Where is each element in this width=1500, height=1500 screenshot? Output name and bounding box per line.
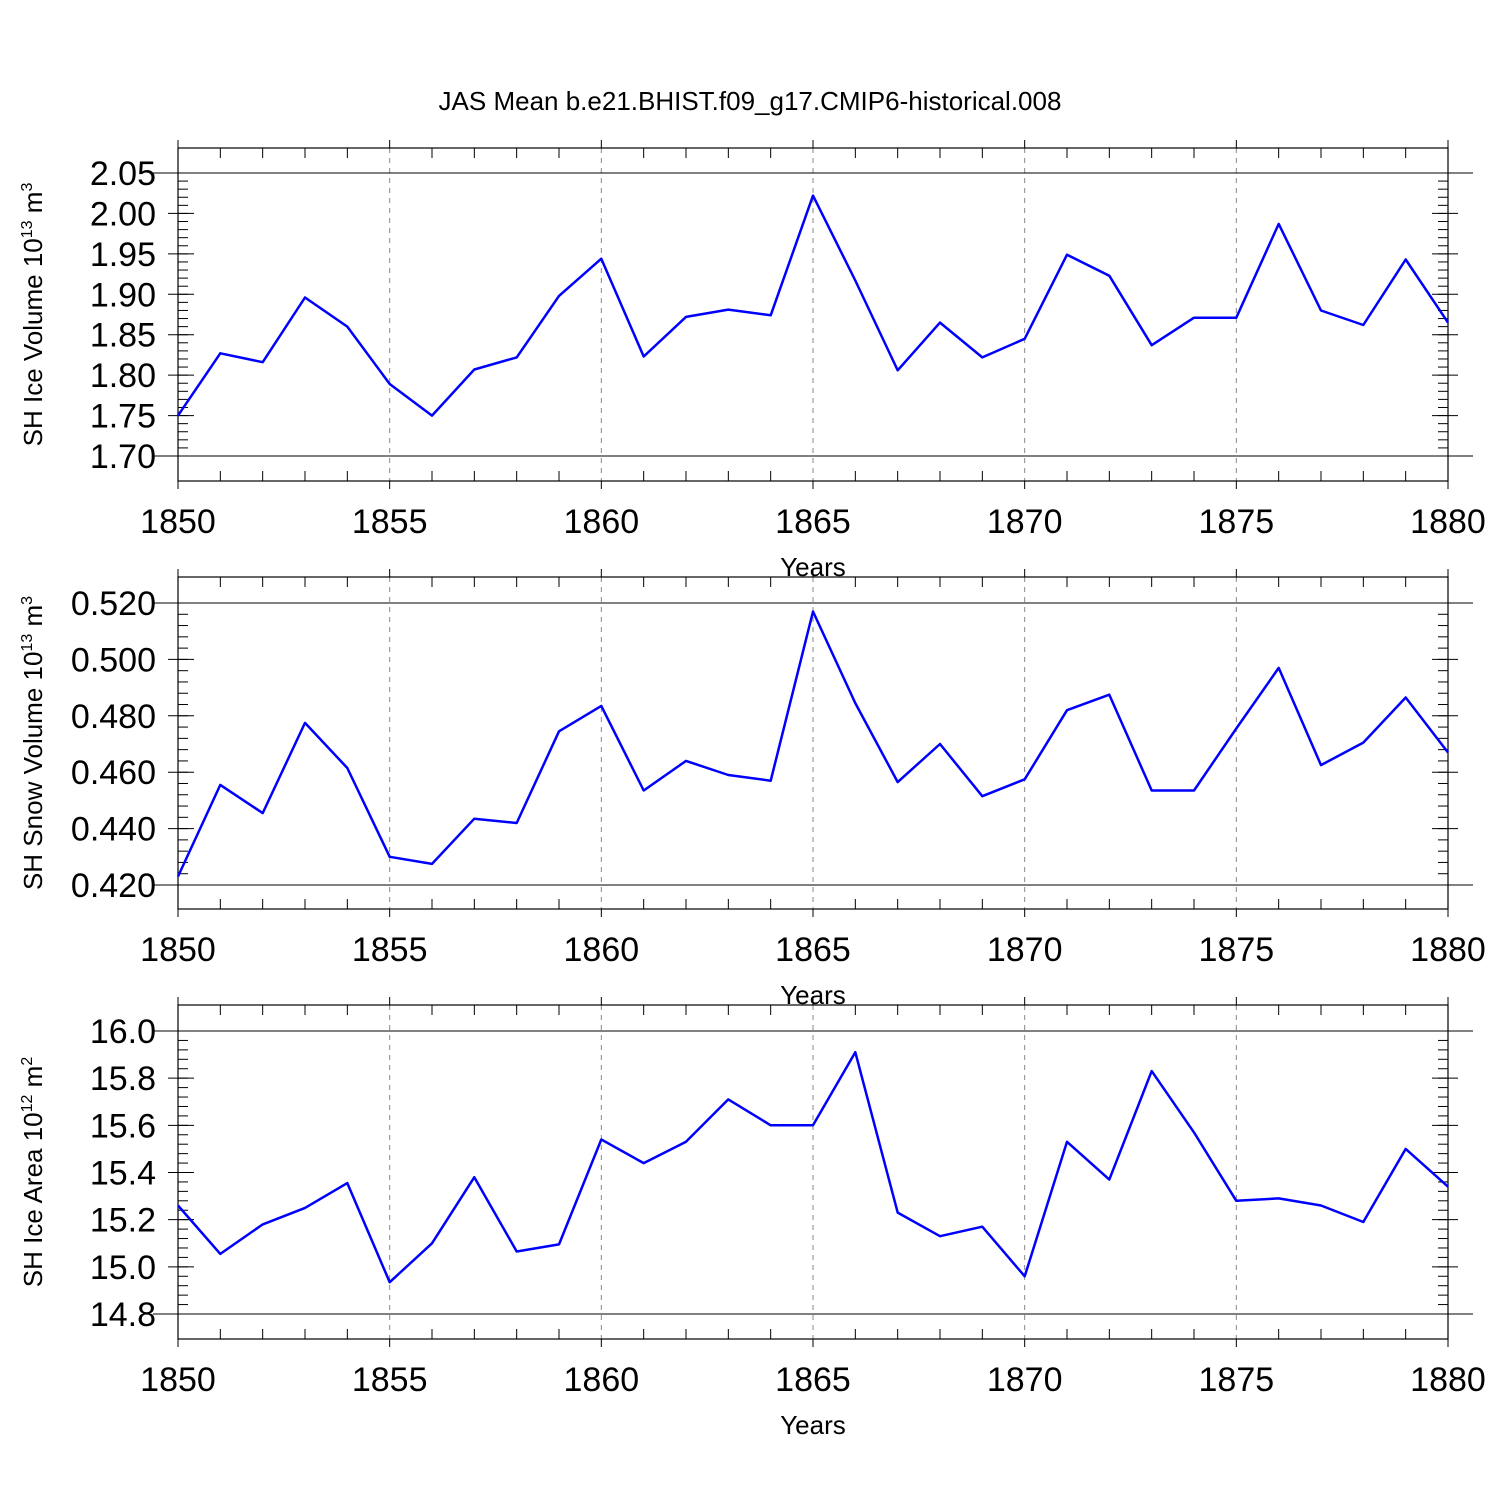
y-tick-label: 1.70 [90, 438, 156, 476]
x-tick-label: 1860 [564, 1361, 640, 1399]
x-tick-label: 1850 [140, 503, 216, 541]
y-tick-label: 2.00 [90, 195, 156, 233]
y-tick-label: 15.6 [90, 1107, 156, 1145]
x-tick-label: 1865 [775, 1361, 851, 1399]
y-tick-label: 0.480 [71, 698, 156, 736]
x-tick-label: 1865 [775, 931, 851, 969]
y-axis-label: SH Ice Area 1012 m2 [18, 1057, 48, 1288]
chart-panel-3: 1850 1855 1860 1865 1870 1875 1880 14.8 15.0 15.2… [18, 997, 1486, 1440]
x-tick-label: 1875 [1199, 503, 1275, 541]
x-tick-label: 1855 [352, 503, 428, 541]
x-tick-label: 1880 [1410, 1361, 1486, 1399]
x-tick-label: 1865 [775, 503, 851, 541]
x-tick-label: 1855 [352, 931, 428, 969]
x-tick-label: 1860 [564, 931, 640, 969]
y-tick-label: 14.8 [90, 1296, 156, 1334]
y-tick-label: 1.85 [90, 317, 156, 355]
y-tick-label: 0.420 [71, 867, 156, 905]
figure-title: JAS Mean b.e21.BHIST.f09_g17.CMIP6-histo… [439, 86, 1062, 116]
x-tick-label: 1870 [987, 1361, 1063, 1399]
y-tick-label: 15.8 [90, 1060, 156, 1098]
x-tick-label: 1855 [352, 1361, 428, 1399]
y-tick-label: 15.0 [90, 1249, 156, 1287]
y-tick-label: 0.500 [71, 641, 156, 679]
x-tick-label: 1875 [1199, 931, 1275, 969]
y-axis-label: SH Ice Volume 1013 m3 [18, 183, 48, 447]
y-tick-label: 0.460 [71, 754, 156, 792]
y-tick-label: 16.0 [90, 1013, 156, 1051]
y-axis-label: SH Snow Volume 1013 m3 [18, 596, 48, 890]
x-tick-label: 1880 [1410, 503, 1486, 541]
y-tick-label: 1.90 [90, 276, 156, 314]
y-tick-label: 1.80 [90, 357, 156, 395]
chart-panel-2: 1850 1855 1860 1865 1870 1875 1880 0.420 0.440 0.… [18, 569, 1486, 1010]
x-tick-label: 1860 [564, 503, 640, 541]
x-tick-label: 1850 [140, 1361, 216, 1399]
series-line [176, 194, 1450, 417]
y-tick-label: 0.440 [71, 811, 156, 849]
x-tick-label: 1870 [987, 931, 1063, 969]
x-tick-label: 1850 [140, 931, 216, 969]
y-tick-label: 0.520 [71, 585, 156, 623]
x-tick-label: 1880 [1410, 931, 1486, 969]
y-tick-label: 1.75 [90, 398, 156, 436]
chart-panel-1: 1850 1855 1860 1865 1870 1875 1880 1.701.751.80… [18, 140, 1486, 582]
y-tick-label: 1.95 [90, 236, 156, 274]
y-tick-label: 15.4 [90, 1155, 156, 1193]
x-axis-label: Years [780, 1410, 846, 1440]
x-tick-label: 1870 [987, 503, 1063, 541]
y-tick-label: 15.2 [90, 1202, 156, 1240]
x-tick-label: 1875 [1199, 1361, 1275, 1399]
series-line [176, 610, 1449, 878]
y-tick-label: 2.05 [90, 155, 156, 193]
panels: 1850 1855 1860 1865 1870 1875 1880 1.701.751.80… [18, 140, 1486, 1440]
series-line [177, 1050, 1449, 1284]
